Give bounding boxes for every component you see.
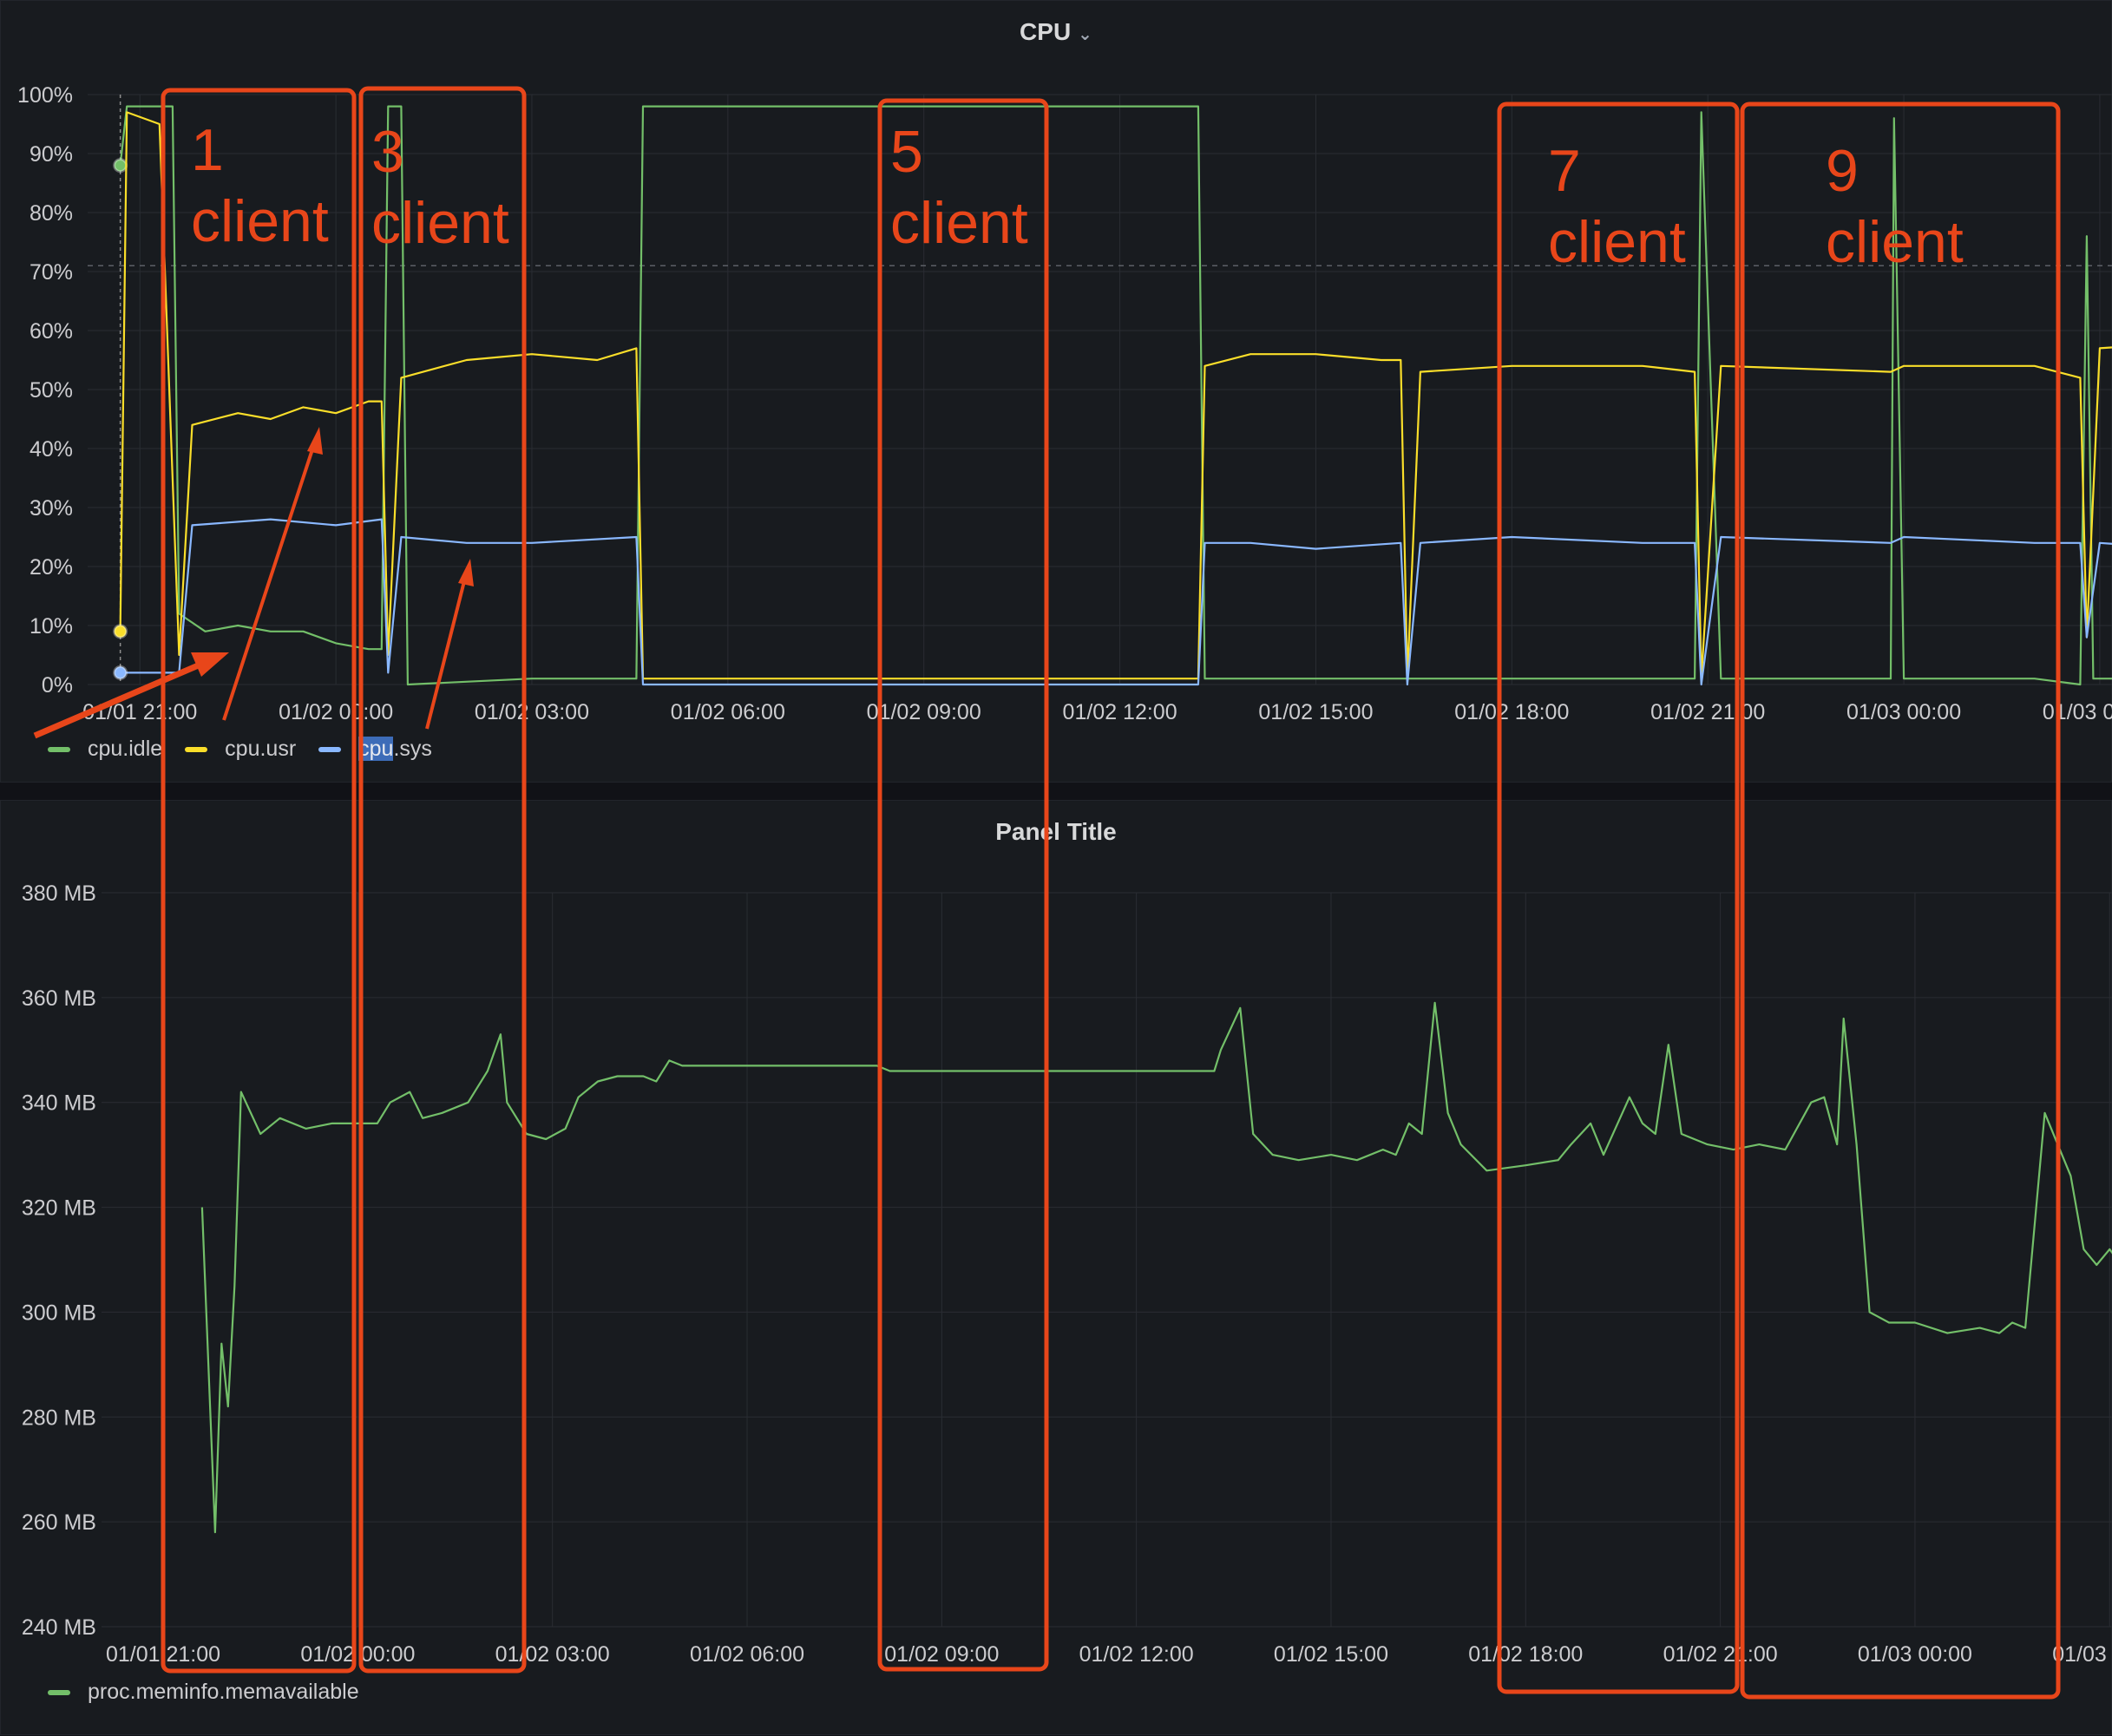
x-tick-label: 01/02 00:00 — [300, 1642, 415, 1667]
y-tick-label: 260 MB — [22, 1510, 96, 1535]
x-tick-label: 01/02 21:00 — [1663, 1642, 1778, 1667]
annotation-word: client — [371, 190, 509, 256]
cpu-legend: cpu.idle cpu.usr cpu.sys — [48, 737, 432, 762]
annotation-number: 5 — [890, 119, 923, 185]
cpu-panel-title-text: CPU — [1020, 18, 1072, 45]
x-tick-label: 01/02 18:00 — [1454, 700, 1569, 724]
y-tick-label: 300 MB — [22, 1300, 96, 1325]
x-tick-label: 01/01 21:00 — [82, 700, 197, 724]
y-tick-label: 20% — [30, 555, 73, 580]
x-tick-label: 01/03 03:00 — [2052, 1642, 2112, 1667]
y-tick-label: 40% — [30, 437, 73, 462]
y-tick-label: 70% — [30, 260, 73, 285]
y-tick-label: 380 MB — [22, 881, 96, 906]
chevron-down-icon[interactable]: ⌄ — [1078, 25, 1092, 44]
x-tick-label: 01/02 15:00 — [1258, 700, 1373, 724]
legend-label-highlight: cpu — [358, 737, 394, 761]
memory-chart: 240 MB 260 MB 280 MB 300 MB 320 MB 340 MB 360 … — [22, 881, 2112, 1667]
y-tick-label: 80% — [30, 201, 73, 226]
y-tick-label: 10% — [30, 614, 73, 639]
annotation-word: client — [890, 190, 1028, 256]
y-tick-label: 50% — [30, 378, 73, 403]
x-tick-label: 01/02 15:00 — [1274, 1642, 1388, 1667]
x-tick-label: 01/02 00:00 — [279, 700, 393, 724]
legend-swatch — [185, 746, 208, 752]
annotation-word: client — [1548, 209, 1686, 275]
legend-swatch — [318, 746, 342, 752]
legend-item-memavailable[interactable]: proc.meminfo.memavailable — [48, 1680, 359, 1705]
x-tick-label: 01/03 00:00 — [1846, 700, 1961, 724]
legend-label: cpu.sys — [358, 737, 432, 762]
legend-label-rest: .sys — [393, 737, 432, 761]
y-tick-label: 280 MB — [22, 1405, 96, 1430]
annotation-label: 7 client — [1548, 135, 1686, 278]
hover-point — [113, 624, 128, 639]
legend-swatch — [48, 1689, 70, 1695]
annotation-number: 3 — [371, 119, 404, 185]
hover-point — [113, 158, 128, 174]
series-line-cpu-sys[interactable] — [120, 461, 2112, 686]
annotation-label: 1 client — [191, 115, 329, 257]
annotation-number: 9 — [1826, 138, 1859, 204]
annotation-word: client — [1826, 209, 1964, 275]
y-tick-label: 0% — [42, 673, 73, 698]
y-tick-label: 320 MB — [22, 1196, 96, 1221]
x-tick-label: 01/02 09:00 — [867, 700, 981, 724]
y-tick-label: 30% — [30, 496, 73, 521]
x-tick-label: 01/02 12:00 — [1063, 700, 1177, 724]
legend-label: cpu.usr — [225, 737, 297, 761]
cpu-panel-title[interactable]: CPU ⌄ — [1, 18, 2111, 46]
y-tick-label: 240 MB — [22, 1615, 96, 1640]
legend-label: proc.meminfo.memavailable — [88, 1680, 359, 1704]
x-tick-label: 01/03 00:00 — [1858, 1642, 1972, 1667]
annotation-label: 9 client — [1826, 135, 1964, 278]
legend-item-cpu-usr[interactable]: cpu.usr — [185, 737, 296, 762]
y-tick-label: 90% — [30, 142, 73, 167]
y-tick-label: 100% — [17, 83, 73, 108]
y-tick-label: 60% — [30, 319, 73, 344]
hover-point — [113, 665, 128, 680]
series-line-proc-meminfo-memavailable[interactable] — [200, 977, 2112, 1534]
y-tick-label: 360 MB — [22, 986, 96, 1011]
memory-legend: proc.meminfo.memavailable — [48, 1680, 359, 1705]
legend-label: cpu.idle — [88, 737, 163, 761]
legend-item-cpu-idle[interactable]: cpu.idle — [48, 737, 162, 762]
annotation-label: 3 client — [371, 116, 509, 259]
x-tick-label: 01/02 09:00 — [884, 1642, 999, 1667]
memory-panel: Panel Title 240 MB 260 MB 280 MB 300 MB 320 … — [0, 800, 2112, 1735]
x-tick-label: 01/02 06:00 — [671, 700, 785, 724]
x-tick-label: 01/03 03:00 — [2043, 700, 2112, 724]
x-tick-label: 01/02 12:00 — [1079, 1642, 1194, 1667]
annotation-number: 1 — [191, 117, 224, 183]
x-tick-label: 01/02 18:00 — [1468, 1642, 1583, 1667]
legend-item-cpu-sys[interactable]: cpu.sys — [318, 737, 432, 762]
y-tick-label: 340 MB — [22, 1091, 96, 1116]
legend-swatch — [48, 746, 70, 752]
x-tick-label: 01/02 21:00 — [1650, 700, 1765, 724]
annotation-number: 7 — [1548, 138, 1581, 204]
x-tick-label: 01/02 06:00 — [690, 1642, 804, 1667]
x-tick-label: 01/02 03:00 — [475, 700, 589, 724]
annotation-word: client — [191, 188, 329, 254]
x-tick-label: 01/01 21:00 — [106, 1642, 220, 1667]
annotation-label: 5 client — [890, 116, 1028, 259]
x-tick-label: 01/02 03:00 — [495, 1642, 610, 1667]
